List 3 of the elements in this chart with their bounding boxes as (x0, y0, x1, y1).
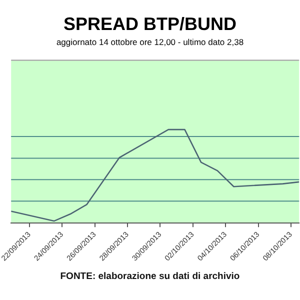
source-note: FONTE: elaborazione su dati di archivio (59, 271, 241, 282)
chart-subtitle: aggiornato 14 ottobre ore 12,00 - ultimo dato 2,38 (56, 37, 244, 48)
chart-title: SPREAD BTP/BUND (63, 14, 237, 34)
